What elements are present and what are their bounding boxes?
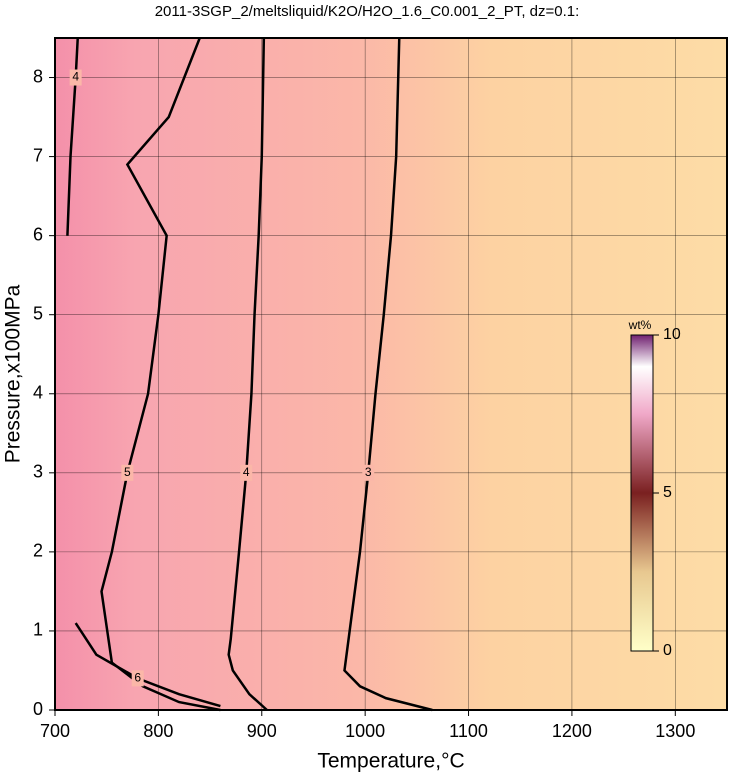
contour-line bbox=[66, 37, 79, 236]
x-tick-label: 1100 bbox=[449, 721, 488, 741]
plot-area: 3 4 5 6 4 bbox=[54, 37, 727, 712]
y-tick-label: 7 bbox=[33, 145, 43, 165]
y-tick-label: 6 bbox=[33, 224, 43, 244]
contour-label: 3 bbox=[365, 465, 372, 479]
x-tick-label: 800 bbox=[143, 721, 173, 741]
plot-frame bbox=[54, 37, 728, 711]
plot-background bbox=[55, 38, 727, 710]
contour-label: 4 bbox=[72, 70, 79, 84]
contour-label: 5 bbox=[124, 465, 131, 479]
y-tick-label: 5 bbox=[33, 303, 43, 323]
colorbar bbox=[630, 334, 654, 652]
x-tick-label: 900 bbox=[247, 721, 277, 741]
y-tick-label: 0 bbox=[33, 699, 43, 719]
y-tick-label: 2 bbox=[33, 541, 43, 561]
x-axis-label: Temperature,°C bbox=[317, 750, 464, 773]
chart-title: 2011-3SGP_2/meltsliquid/K2O/H2O_1.6_C0.0… bbox=[155, 3, 580, 20]
y-axis-label: Pressure,x100MPa bbox=[2, 284, 25, 463]
contour-label-bg bbox=[121, 464, 134, 481]
y-tick-label: 1 bbox=[33, 620, 43, 640]
contour-label-bg bbox=[240, 464, 253, 481]
contour-line bbox=[343, 37, 433, 712]
contour-line bbox=[227, 37, 268, 711]
contour-label: 4 bbox=[243, 465, 250, 479]
colorbar-tick-label: 10 bbox=[663, 326, 681, 343]
colorbar-tick-label: 5 bbox=[663, 484, 672, 501]
x-tick-label: 700 bbox=[40, 721, 70, 741]
x-tick-label: 1000 bbox=[345, 721, 385, 741]
y-tick-label: 8 bbox=[33, 66, 43, 86]
y-tick-label: 4 bbox=[33, 383, 43, 403]
contour-label-bg bbox=[362, 464, 375, 481]
contour-label: 6 bbox=[134, 671, 141, 685]
contour-label-bg bbox=[69, 69, 82, 86]
x-tick-label: 1300 bbox=[655, 721, 695, 741]
colorbar-label: wt% bbox=[628, 318, 652, 332]
colorbar-tick-label: 0 bbox=[663, 642, 672, 659]
contour-label-bg bbox=[131, 670, 144, 687]
y-tick-label: 3 bbox=[33, 462, 43, 482]
x-tick-label: 1200 bbox=[552, 721, 592, 741]
